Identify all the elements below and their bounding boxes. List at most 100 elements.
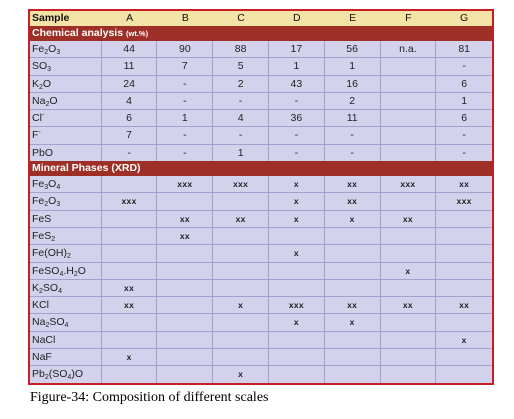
row-label: Fe3O4	[30, 176, 102, 193]
table-cell	[269, 227, 325, 245]
table-cell: 24	[102, 75, 158, 92]
table-cell: -	[462, 146, 466, 159]
table-cell	[381, 144, 437, 162]
table-cell: 1	[213, 144, 269, 162]
table-cell: xxx	[157, 176, 214, 193]
table-cell	[325, 245, 381, 262]
table-cell: 43	[269, 75, 325, 92]
table-cell: 11	[102, 58, 158, 75]
header-cell: A	[126, 12, 134, 24]
table-cell	[102, 314, 158, 331]
table-cell: x	[213, 366, 269, 383]
table-cell: -	[325, 144, 381, 162]
table-cell: xxx	[102, 193, 158, 210]
table-cell	[213, 279, 269, 297]
table-row: FeSO4.H2O x	[30, 261, 492, 279]
row-label: Pb2(SO4)O	[30, 366, 102, 383]
table-cell: 2	[325, 92, 381, 110]
row-label: FeS2	[30, 227, 102, 245]
section-title: Mineral Phases (XRD)	[32, 162, 141, 175]
table-cell: xxx	[381, 176, 437, 193]
table-cell	[213, 193, 269, 210]
table-row: K2SO4 xx	[30, 278, 492, 297]
table-cell: 6	[461, 77, 468, 90]
table-cell	[436, 280, 492, 296]
table-cell: xx	[102, 279, 158, 297]
table-cell: -	[157, 144, 214, 162]
table-cell	[381, 58, 437, 75]
table-cell: -	[157, 127, 214, 144]
row-label: F-	[30, 127, 102, 144]
row-label: Fe2O3	[30, 193, 102, 210]
table-cell	[381, 279, 437, 297]
table-cell: -	[325, 127, 381, 144]
table-cell	[436, 349, 492, 365]
table-cell: x	[325, 210, 381, 227]
table-cell	[157, 245, 214, 262]
table-cell	[436, 245, 492, 261]
table-cell: -	[157, 75, 214, 92]
table-cell: xxx	[269, 297, 325, 314]
table-cell: -	[269, 127, 325, 144]
table-cell	[381, 110, 437, 127]
table-cell: xx	[157, 227, 214, 245]
table-cell: xx	[325, 297, 381, 314]
section-header: Chemical analysis (wt.%)	[30, 26, 492, 41]
table-cell	[102, 262, 158, 279]
table-cell: 7	[157, 58, 214, 75]
row-label: FeS	[30, 210, 102, 227]
table-cell: 6	[102, 110, 158, 127]
table-cell: -	[102, 144, 158, 162]
table-cell: 36	[269, 110, 325, 127]
table-cell: 5	[213, 58, 269, 75]
table-cell	[157, 314, 214, 331]
table-cell: x	[381, 262, 437, 279]
table-cell: x	[269, 245, 325, 262]
table-cell	[157, 297, 214, 314]
row-label: KCl	[30, 297, 102, 314]
row-label: Fe2O3	[30, 41, 102, 58]
row-label: PbO	[30, 144, 102, 162]
table-cell: 1	[461, 94, 468, 107]
row-label: K2O	[30, 75, 102, 92]
table-cell	[269, 279, 325, 297]
header-cell: E	[349, 12, 357, 24]
table-row: FeS xx xx x x xx	[30, 209, 492, 227]
table-row: Pb2(SO4)O x	[30, 365, 492, 383]
table-cell: 7	[102, 127, 158, 144]
table-cell: 4	[102, 92, 158, 110]
table-cell	[213, 245, 269, 262]
header-cell: F	[405, 12, 412, 24]
table-cell	[102, 227, 158, 245]
table-cell: xxx	[213, 176, 269, 193]
header-cell: D	[293, 12, 301, 24]
table-cell	[157, 193, 214, 210]
table-cell	[381, 331, 437, 349]
table-cell	[381, 193, 437, 210]
table-cell	[213, 331, 269, 349]
table-cell	[436, 263, 492, 279]
table-cell: 2	[213, 75, 269, 92]
table-cell: 1	[325, 58, 381, 75]
table-cell	[102, 366, 158, 383]
table-cell	[102, 331, 158, 349]
table-cell: -	[157, 92, 214, 110]
table-cell: x	[325, 314, 381, 331]
table-row: K2O 24-2 43 16 6	[30, 74, 492, 92]
table-cell	[436, 228, 492, 244]
row-label: NaF	[30, 349, 102, 366]
table-row: Na2O 4- - -2 1	[30, 91, 492, 110]
table-cell	[157, 349, 214, 366]
table-cell: xx	[459, 300, 470, 311]
table-cell: x	[269, 193, 325, 210]
table-row: PbO - -1- - -	[30, 143, 492, 162]
table-cell	[102, 176, 158, 193]
table-cell	[381, 349, 437, 366]
table-cell	[269, 262, 325, 279]
header-cell: G	[459, 12, 469, 24]
table-cell: -	[269, 144, 325, 162]
table-cell: 17	[269, 41, 325, 58]
table-cell: x	[269, 210, 325, 227]
header-cell: C	[237, 12, 245, 24]
table-cell	[381, 366, 437, 383]
